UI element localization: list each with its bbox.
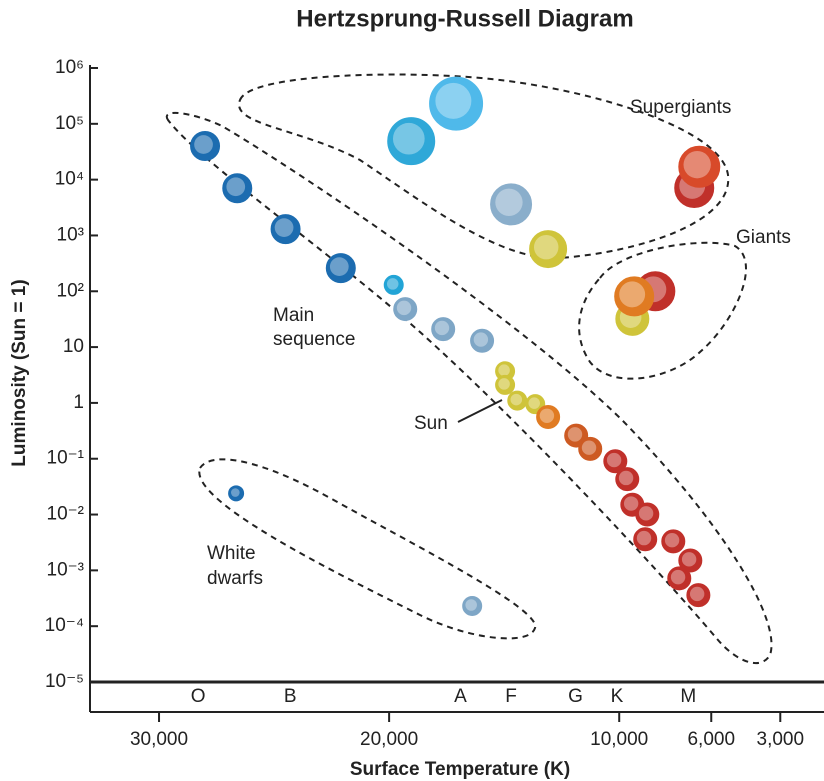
star bbox=[678, 145, 721, 188]
white-dwarfs-region bbox=[198, 458, 537, 640]
supergiants-region bbox=[238, 73, 730, 260]
star bbox=[470, 328, 495, 353]
spectral-class-label: O bbox=[191, 686, 206, 707]
annotation: Giants bbox=[736, 227, 791, 248]
star bbox=[667, 566, 692, 591]
star bbox=[525, 394, 546, 415]
x-axis-title: Surface Temperature (K) bbox=[350, 759, 570, 780]
star bbox=[578, 436, 603, 461]
annotation: Main bbox=[273, 305, 314, 326]
annotation: Supergiants bbox=[630, 97, 731, 118]
spectral-class-label: M bbox=[680, 686, 696, 707]
annotation: White bbox=[207, 543, 256, 564]
star bbox=[383, 274, 404, 295]
y-tick-label: 10² bbox=[57, 280, 84, 301]
x-tick-label: 20,000 bbox=[360, 729, 418, 750]
y-tick-label: 10 bbox=[63, 336, 84, 357]
star bbox=[614, 276, 655, 317]
star bbox=[228, 485, 245, 502]
star bbox=[536, 404, 561, 429]
star bbox=[393, 297, 418, 322]
star bbox=[635, 502, 660, 527]
y-tick-label: 10³ bbox=[57, 224, 84, 245]
x-tick-label: 3,000 bbox=[757, 729, 805, 750]
y-tick-label: 10⁴ bbox=[55, 169, 84, 190]
star bbox=[431, 317, 456, 342]
star bbox=[387, 117, 436, 166]
star bbox=[507, 390, 528, 411]
y-tick-label: 10⁻¹ bbox=[47, 448, 85, 469]
x-tick-label: 30,000 bbox=[130, 729, 188, 750]
star bbox=[661, 529, 686, 554]
star bbox=[462, 595, 483, 616]
y-tick-label: 10⁻⁵ bbox=[45, 671, 84, 692]
star bbox=[190, 131, 221, 162]
star bbox=[495, 374, 516, 395]
sun-pointer bbox=[457, 399, 503, 423]
spectral-class-label: G bbox=[568, 686, 583, 707]
spectral-class-label: A bbox=[454, 686, 467, 707]
y-tick-label: 10⁻⁴ bbox=[45, 615, 84, 636]
annotation: dwarfs bbox=[207, 568, 263, 589]
star bbox=[615, 467, 640, 492]
y-tick-label: 10⁻³ bbox=[47, 559, 85, 580]
star bbox=[603, 449, 628, 474]
spectral-class-label: K bbox=[611, 686, 624, 707]
y-tick-label: 1 bbox=[73, 392, 84, 413]
annotation: Sun bbox=[414, 413, 448, 434]
y-tick-label: 10⁵ bbox=[55, 113, 84, 134]
star bbox=[325, 253, 356, 284]
spectral-class-label: F bbox=[505, 686, 517, 707]
star bbox=[564, 423, 589, 448]
star bbox=[222, 173, 253, 204]
x-tick-label: 6,000 bbox=[687, 729, 735, 750]
star bbox=[429, 76, 484, 131]
star bbox=[678, 548, 703, 573]
chart-title: Hertzsprung-Russell Diagram bbox=[296, 5, 633, 32]
star bbox=[490, 183, 533, 226]
annotation: sequence bbox=[273, 329, 355, 350]
y-tick-label: 10⁻² bbox=[47, 504, 85, 525]
spectral-class-label: B bbox=[284, 686, 297, 707]
star bbox=[686, 583, 711, 608]
y-axis-title: Luminosity (Sun = 1) bbox=[9, 279, 30, 466]
star bbox=[529, 230, 568, 269]
star bbox=[633, 527, 658, 552]
giants-region bbox=[578, 241, 747, 380]
star bbox=[270, 214, 301, 245]
x-tick-label: 10,000 bbox=[590, 729, 648, 750]
y-tick-label: 10⁶ bbox=[55, 57, 84, 78]
